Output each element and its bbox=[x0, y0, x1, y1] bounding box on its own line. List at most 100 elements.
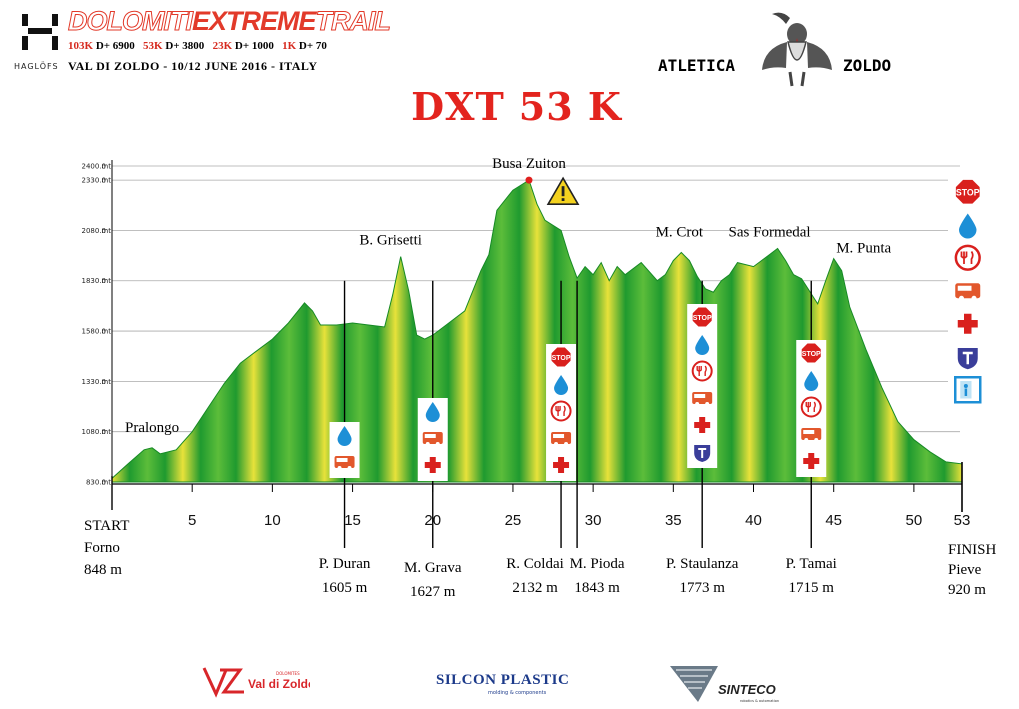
stop-icon: STOP bbox=[954, 178, 981, 205]
start-label-line: START bbox=[84, 518, 129, 534]
x-tick-label: 40 bbox=[745, 512, 762, 529]
y-tick-label: 2400.0 bbox=[82, 163, 107, 171]
water-drop bbox=[337, 426, 352, 446]
bus-window bbox=[553, 434, 565, 438]
toilet-icon bbox=[954, 376, 982, 404]
cross-h bbox=[424, 462, 441, 468]
finish-label-line: Pieve bbox=[948, 562, 982, 578]
first-aid-icon bbox=[957, 313, 978, 334]
bus-icon bbox=[955, 283, 981, 301]
x-tick-label: 53 bbox=[954, 512, 971, 529]
elevation-profile-area bbox=[111, 179, 963, 483]
stop-text: STOP bbox=[552, 355, 571, 362]
station-altitude: 1627 m bbox=[410, 584, 456, 600]
stop-text: STOP bbox=[802, 351, 821, 358]
peak-label: Pralongo bbox=[125, 420, 179, 436]
station-name: M. Grava bbox=[404, 560, 462, 576]
stop-text: STOP bbox=[956, 188, 980, 198]
start-label-line: Forno bbox=[84, 540, 120, 556]
warning-bar bbox=[561, 186, 565, 197]
x-tick-label: 35 bbox=[665, 512, 682, 529]
mountain-rescue-icon bbox=[694, 445, 711, 462]
toilet-person-head bbox=[963, 384, 968, 388]
route-title: DXT 53 K bbox=[411, 84, 622, 129]
rescue-mark bbox=[698, 448, 707, 458]
warning-dot bbox=[561, 198, 565, 201]
x-tick-label: 30 bbox=[585, 512, 602, 529]
food-circle bbox=[954, 244, 981, 271]
sponsor-1-top: DOLOMITES bbox=[276, 671, 300, 676]
club-name-right: ZOLDO bbox=[843, 56, 892, 75]
water-drop bbox=[959, 213, 977, 239]
stop-octagon bbox=[691, 306, 713, 328]
x-tick-label: 50 bbox=[906, 512, 923, 529]
peak-label: M. Crot bbox=[656, 225, 704, 241]
station-name: M. Pioda bbox=[570, 556, 625, 572]
y-tick-unit: mt bbox=[101, 479, 111, 487]
aid-station: STOP P. Tamai 1715 m bbox=[786, 280, 837, 596]
y-tick-label: 2330.0 bbox=[82, 177, 107, 185]
bus-wheel bbox=[804, 438, 809, 442]
silcon-plastic-logo: SILCON PLASTIC bbox=[436, 672, 570, 688]
haglofs-wordmark: HAGLÖFS bbox=[14, 62, 59, 71]
event-title-a: DOLOMITI bbox=[68, 6, 194, 37]
food-circle bbox=[550, 400, 572, 422]
bus-icon bbox=[801, 428, 822, 442]
bus-icon bbox=[334, 456, 355, 470]
bus-wheel bbox=[554, 442, 559, 446]
water-icon bbox=[959, 213, 977, 239]
aid-station: M. Pioda 1843 m bbox=[570, 280, 625, 596]
y-tick-label: 1830.0 bbox=[82, 277, 107, 285]
axis-layer: 830.0mt1080.0mt1330.0mt1580.0mt1830.0mt2… bbox=[82, 160, 971, 529]
x-tick-label: 45 bbox=[825, 512, 842, 529]
food-circle bbox=[691, 360, 713, 382]
bus-wheel bbox=[435, 442, 440, 446]
food-icon bbox=[954, 244, 981, 271]
water-drop bbox=[695, 335, 710, 355]
bus-wheel bbox=[347, 466, 352, 470]
station-name: P. Staulanza bbox=[666, 556, 739, 572]
water-drop bbox=[554, 375, 569, 395]
finish-label-line: 920 m bbox=[948, 582, 986, 598]
start-label: START Forno 848 m bbox=[84, 518, 129, 578]
stop-octagon bbox=[550, 346, 572, 368]
peak-label: B. Grisetti bbox=[359, 233, 422, 249]
y-tick-label: 1080.0 bbox=[82, 428, 107, 436]
bus-window bbox=[424, 434, 436, 438]
stop-icon: STOP bbox=[550, 346, 572, 368]
y-tick-unit: mt bbox=[101, 428, 111, 436]
peak-label: M. Punta bbox=[836, 241, 891, 257]
bus-icon bbox=[422, 432, 443, 446]
bus-wheel bbox=[337, 466, 342, 470]
finish-label: FINISH Pieve 920 m bbox=[948, 542, 997, 598]
water-drop bbox=[804, 371, 819, 391]
station-name: R. Coldai bbox=[506, 556, 564, 572]
venue-date: VAL DI ZOLDO - 10/12 JUNE 2016 - ITALY bbox=[68, 59, 318, 73]
bus-wheel bbox=[814, 438, 819, 442]
bus-icon bbox=[692, 392, 713, 406]
warning-icon bbox=[546, 176, 580, 205]
first-aid-icon bbox=[424, 457, 441, 473]
stop-icon: STOP bbox=[691, 306, 713, 328]
bus-wheel bbox=[695, 402, 700, 406]
peak-label: Sas Formedal bbox=[729, 225, 811, 241]
event-title-c: TRAIL bbox=[315, 6, 391, 37]
station-name: P. Duran bbox=[319, 556, 371, 572]
bird-logo-icon bbox=[762, 12, 832, 87]
food-icon bbox=[691, 360, 713, 382]
y-tick-unit: mt bbox=[101, 177, 111, 185]
race-distances: 103K D+ 6900 53K D+ 3800 23K D+ 1000 1K … bbox=[68, 40, 327, 52]
food-circle bbox=[800, 396, 822, 418]
fork-knife bbox=[960, 251, 974, 264]
bus-wheel bbox=[705, 402, 710, 406]
aid-station: P. Duran 1605 m bbox=[319, 280, 371, 596]
first-aid-icon bbox=[803, 453, 820, 469]
water-icon bbox=[695, 335, 710, 355]
first-aid-icon bbox=[553, 457, 570, 473]
event-title-b: EXTREME bbox=[191, 6, 317, 36]
y-tick-unit: mt bbox=[101, 277, 111, 285]
bus-wheel bbox=[959, 295, 964, 301]
toilet-person-body bbox=[964, 388, 968, 396]
bus-wheel bbox=[564, 442, 569, 446]
x-tick-label: 15 bbox=[344, 512, 361, 529]
